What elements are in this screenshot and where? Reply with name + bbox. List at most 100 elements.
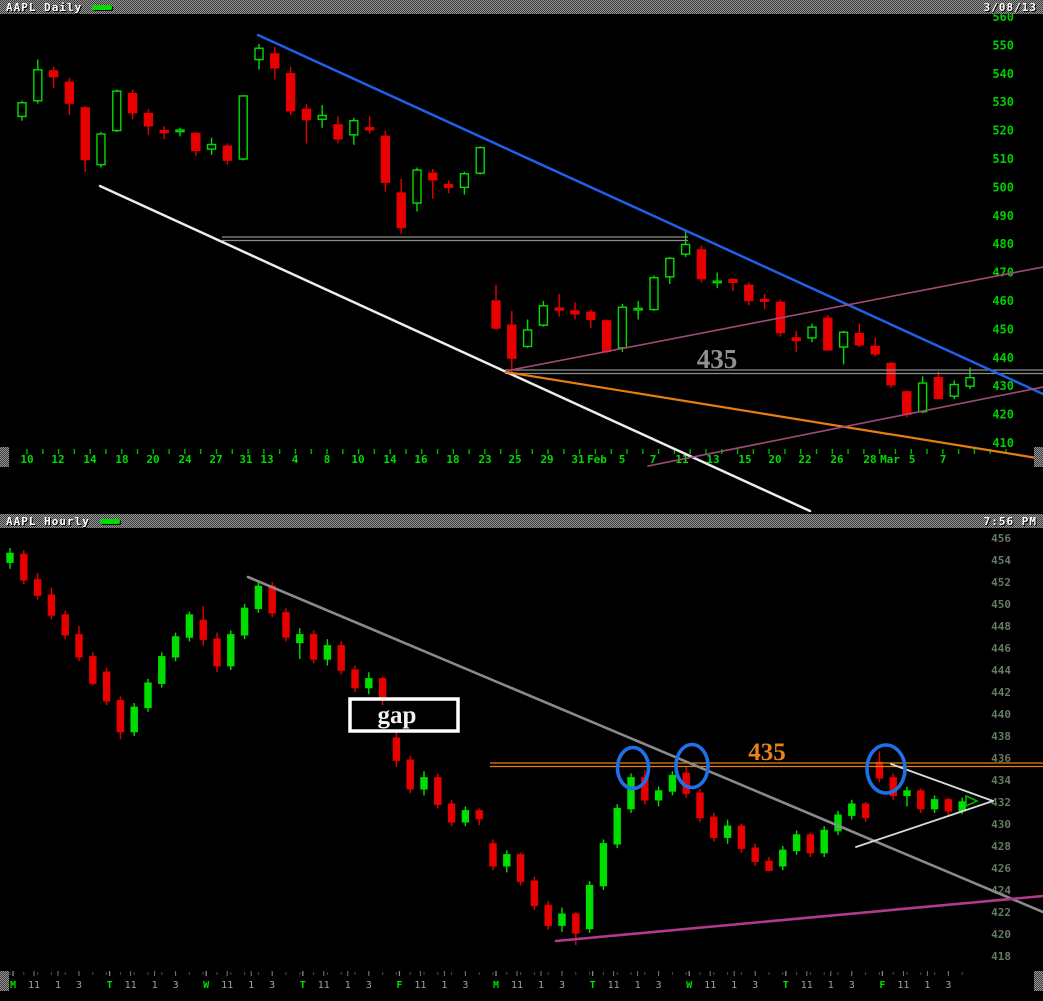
date-axis-label: 22 bbox=[798, 453, 811, 466]
date-axis-label: 28 bbox=[863, 453, 876, 466]
hour-axis-label: 3 bbox=[173, 980, 179, 991]
hour-axis-label: 1 bbox=[441, 980, 447, 991]
active-chart-indicator[interactable] bbox=[99, 518, 120, 524]
price-axis-label: 530 bbox=[992, 95, 1014, 109]
candle-down bbox=[870, 345, 880, 355]
hourly-chart-canvas[interactable]: 4564544524504484464444424404384364344324… bbox=[0, 514, 1043, 1001]
candle-down bbox=[159, 129, 169, 134]
candle-down bbox=[554, 307, 564, 311]
price-axis-label: 448 bbox=[991, 620, 1011, 633]
date-axis-label: 10 bbox=[20, 453, 33, 466]
time-axis: 10 12 14 18 20 24 27 31 13 4 8 10 14 16 18 23 25 29 31 Feb 5… bbox=[20, 449, 1007, 466]
candle-up bbox=[665, 257, 675, 278]
candle-down bbox=[933, 376, 944, 400]
candle-down bbox=[309, 634, 318, 660]
daily-chart-titlebar[interactable]: AAPL Daily 3/08/13 bbox=[0, 0, 1043, 14]
candle-down bbox=[191, 132, 201, 152]
gap-annotation-box bbox=[348, 697, 460, 733]
candle-down bbox=[61, 614, 69, 636]
candle-up bbox=[130, 706, 138, 733]
resize-grip[interactable] bbox=[0, 447, 9, 467]
hour-axis-label: 3 bbox=[366, 980, 372, 991]
hour-axis-label: 11 bbox=[511, 980, 523, 991]
candle-down bbox=[351, 669, 359, 689]
price-axis-label: 442 bbox=[991, 686, 1011, 699]
candle-down bbox=[728, 279, 738, 283]
price-axis-label: 440 bbox=[992, 351, 1014, 365]
candle-up bbox=[965, 376, 975, 387]
candle-down bbox=[127, 92, 138, 114]
price-axis-label: 430 bbox=[992, 379, 1014, 393]
magenta-fan-lower bbox=[647, 386, 1043, 467]
candle-up bbox=[538, 305, 549, 326]
candle-down bbox=[434, 777, 442, 805]
candle-up bbox=[613, 807, 621, 845]
candle-up bbox=[461, 810, 470, 823]
candle-down bbox=[268, 585, 276, 614]
candle-up bbox=[158, 656, 166, 684]
date-axis-label: 5 bbox=[909, 453, 916, 466]
candle-down bbox=[392, 737, 401, 761]
candle-down bbox=[75, 634, 83, 658]
candle-up bbox=[930, 799, 939, 810]
hour-axis-label: 1 bbox=[924, 980, 930, 991]
price-axis-label: 444 bbox=[991, 664, 1011, 677]
gap-annotation-label: gap bbox=[378, 702, 417, 729]
day-axis-label: M bbox=[10, 980, 16, 991]
hour-axis-label: 3 bbox=[462, 980, 468, 991]
candle-down bbox=[875, 761, 884, 779]
magenta-fan-upper bbox=[505, 266, 1043, 372]
candle-down bbox=[443, 183, 454, 189]
daily-chart-canvas[interactable]: 5605505405305205105004904804704604504404… bbox=[0, 0, 1043, 514]
day-axis-label: T bbox=[783, 980, 789, 991]
candle-up bbox=[459, 173, 470, 189]
resize-grip[interactable] bbox=[1034, 447, 1043, 467]
hour-axis-label: 3 bbox=[269, 980, 275, 991]
price-axis-label: 452 bbox=[991, 576, 1011, 589]
candle-down bbox=[89, 656, 97, 684]
price-axis-label: 450 bbox=[991, 598, 1011, 611]
candle-up bbox=[238, 95, 248, 160]
candle-down bbox=[544, 904, 552, 926]
test-circle-2 bbox=[674, 742, 710, 790]
date-axis-label: 18 bbox=[115, 453, 128, 466]
price-axis-label: 520 bbox=[992, 124, 1014, 138]
date-axis-label: 24 bbox=[178, 453, 192, 466]
gray-downtrend-line bbox=[246, 575, 1043, 914]
candle-down bbox=[380, 135, 391, 183]
candle-down bbox=[917, 790, 925, 810]
date-axis-label: 20 bbox=[146, 453, 159, 466]
day-axis-label: F bbox=[396, 980, 402, 991]
resize-grip[interactable] bbox=[0, 971, 9, 991]
hourly-chart-titlebar[interactable]: AAPL Hourly 7:56 PM bbox=[0, 514, 1043, 528]
active-chart-indicator[interactable] bbox=[92, 4, 113, 10]
price-axis-label: 436 bbox=[991, 752, 1011, 765]
resize-grip[interactable] bbox=[1034, 971, 1043, 991]
hourly-chart-time: 7:56 PM bbox=[983, 514, 1037, 528]
day-axis-label: M bbox=[493, 980, 499, 991]
candle-down bbox=[861, 803, 870, 819]
candle-down bbox=[806, 834, 815, 854]
price-axis-label: 420 bbox=[991, 928, 1011, 941]
candle-down bbox=[102, 671, 111, 702]
candle-up bbox=[175, 129, 185, 133]
candle-down bbox=[47, 594, 56, 616]
hour-axis-label: 1 bbox=[152, 980, 158, 991]
candle-down bbox=[33, 579, 42, 596]
candle-up bbox=[820, 829, 828, 854]
hourly-chart-title: AAPL Hourly bbox=[6, 514, 90, 528]
date-axis-label: 26 bbox=[830, 453, 844, 466]
day-axis-label: T bbox=[300, 980, 306, 991]
price-axis-label: 500 bbox=[992, 180, 1014, 194]
candle-up bbox=[917, 382, 928, 413]
candle-down bbox=[270, 53, 280, 69]
price-axis-label: 428 bbox=[991, 840, 1011, 853]
candle-down bbox=[337, 645, 345, 671]
price-axis-label: 540 bbox=[992, 67, 1014, 81]
price-axis: 456 454 452 450 448 446 444 442 440 438 436 434 432 4… bbox=[991, 532, 1011, 963]
candle-up bbox=[206, 143, 217, 150]
annotations: 435 bbox=[98, 33, 1043, 513]
candle-down bbox=[396, 192, 406, 229]
candle-down bbox=[48, 70, 59, 78]
